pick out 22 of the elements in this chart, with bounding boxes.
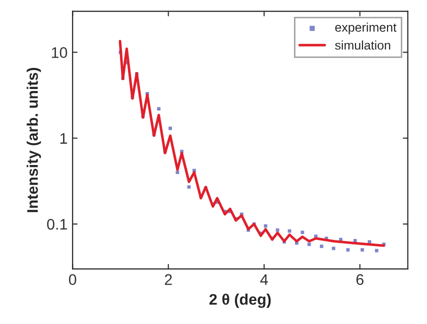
y-tick-label: 0.1 bbox=[47, 218, 67, 230]
point bbox=[300, 230, 304, 234]
point bbox=[332, 246, 336, 250]
point bbox=[360, 248, 364, 252]
x-tick-label: 6 bbox=[356, 274, 364, 286]
y-axis-title: Intensity (arb. units) bbox=[26, 68, 41, 212]
legend-label: simulation bbox=[335, 40, 390, 50]
point bbox=[374, 248, 378, 252]
point bbox=[346, 248, 350, 252]
point bbox=[264, 224, 268, 228]
y-tick-label: 1 bbox=[60, 133, 67, 144]
point bbox=[307, 242, 311, 246]
point bbox=[187, 185, 191, 189]
point bbox=[157, 107, 160, 110]
x-tick-label: 4 bbox=[260, 274, 268, 285]
x-tick-label: 2 bbox=[164, 274, 172, 285]
y-tick-label: 10 bbox=[52, 47, 68, 58]
point bbox=[168, 126, 172, 130]
x-axis-title: 2 θ (deg) bbox=[209, 294, 271, 308]
legend-label: experiment bbox=[335, 22, 396, 34]
x-tick-label: 0 bbox=[68, 274, 76, 286]
point bbox=[320, 244, 324, 248]
